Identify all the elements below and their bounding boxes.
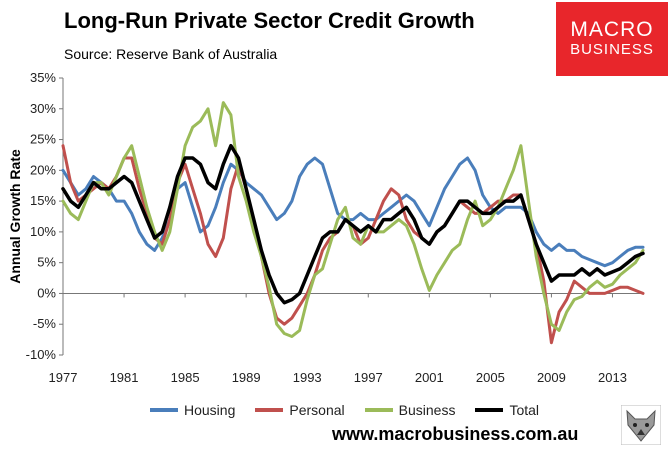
website-url: www.macrobusiness.com.au [332, 424, 579, 444]
y-tick-label: 20% [30, 162, 56, 177]
series-line-total [61, 143, 645, 305]
legend-swatch [364, 408, 393, 412]
x-tick-label: 2009 [537, 370, 566, 385]
y-axis-label: Annual Growth Rate [7, 149, 23, 284]
chart-legend: Housing Personal Business Total [150, 400, 559, 420]
y-tick-label: 15% [30, 193, 56, 208]
series-line-personal [61, 144, 645, 345]
legend-label: Housing [184, 402, 236, 418]
legend-label: Business [398, 402, 456, 418]
x-tick-label: 1981 [110, 370, 139, 385]
x-tick-label: 2013 [598, 370, 627, 385]
logo-line-2: BUSINESS [570, 41, 654, 58]
legend-item-personal: Personal [255, 402, 345, 418]
y-tick-label: 30% [30, 101, 56, 116]
macrobusiness-logo: MACRO BUSINESS [556, 2, 668, 76]
legend-swatch [475, 408, 504, 412]
logo-line-1: MACRO [570, 18, 654, 41]
chart-title: Long-Run Private Sector Credit Growth [64, 8, 475, 33]
legend-item-housing: Housing [150, 402, 235, 418]
y-tick-label: 5% [37, 255, 56, 270]
x-tick-label: 2001 [415, 370, 444, 385]
legend-swatch [255, 408, 284, 412]
x-tick-label: 1997 [354, 370, 383, 385]
series-line-housing [61, 156, 645, 268]
legend-label: Total [509, 402, 540, 418]
legend-item-total: Total [475, 402, 539, 418]
legend-item-business: Business [364, 402, 456, 418]
legend-swatch [150, 408, 178, 412]
chart-source: Source: Reserve Bank of Australia [64, 46, 278, 62]
x-tick-label: 1993 [293, 370, 322, 385]
x-tick-label: 2005 [476, 370, 505, 385]
y-tick-label: -5% [33, 316, 57, 331]
y-tick-label: 0% [37, 285, 56, 300]
legend-label: Personal [289, 402, 345, 418]
x-tick-label: 1989 [232, 370, 261, 385]
y-tick-label: -10% [26, 347, 57, 362]
series-line-business [61, 101, 645, 338]
x-tick-label: 1977 [49, 370, 78, 385]
fox-icon [621, 405, 661, 445]
y-tick-label: 35% [30, 70, 56, 85]
x-tick-label: 1985 [171, 370, 200, 385]
y-tick-label: 25% [30, 132, 56, 147]
y-tick-label: 10% [30, 224, 56, 239]
